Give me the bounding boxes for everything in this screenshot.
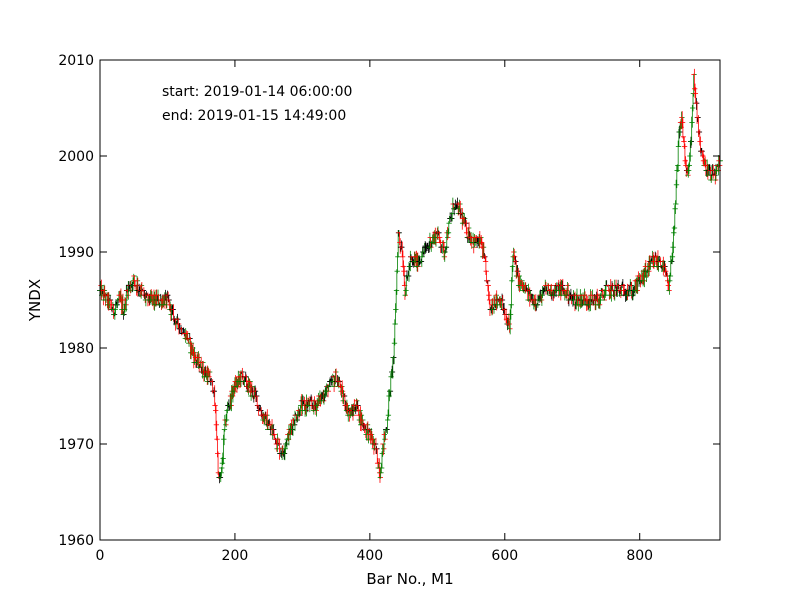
y-tick-label: 1980 — [58, 341, 94, 357]
end-annotation: end: 2019-01-15 14:49:00 — [162, 108, 346, 124]
start-annotation: start: 2019-01-14 06:00:00 — [162, 84, 352, 100]
x-tick-label: 400 — [356, 548, 383, 564]
x-tick-label: 200 — [222, 548, 249, 564]
y-tick-label: 1990 — [58, 245, 94, 261]
x-axis-ticks: 0 200 400 600 800 — [96, 60, 653, 564]
y-axis-label: YNDX — [26, 279, 44, 322]
plot-frame — [99, 59, 721, 541]
y-tick-label: 2010 — [58, 53, 94, 69]
price-bars — [97, 68, 723, 484]
y-tick-label: 2000 — [58, 149, 94, 165]
x-axis-label: Bar No., M1 — [366, 570, 453, 588]
y-axis-ticks: 1960 1970 1980 1990 2000 2010 — [58, 53, 720, 549]
x-tick-label: 800 — [626, 548, 653, 564]
y-tick-label: 1970 — [58, 437, 94, 453]
x-tick-label: 0 — [96, 548, 105, 564]
x-tick-label: 600 — [491, 548, 518, 564]
y-tick-label: 1960 — [58, 533, 94, 549]
